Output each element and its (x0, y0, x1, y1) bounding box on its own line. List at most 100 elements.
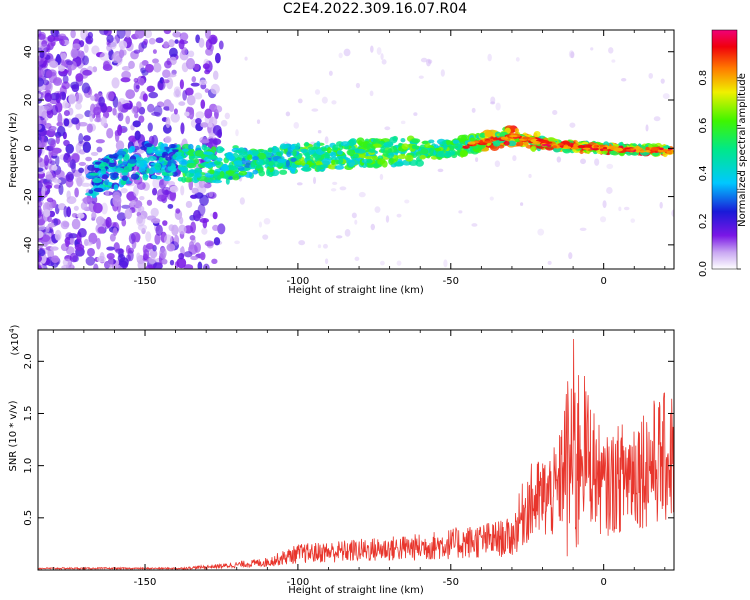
spectrogram-cell (285, 159, 290, 167)
spectrogram-cell (389, 136, 398, 144)
spectrogram-cell (371, 155, 378, 161)
spectrogram-cell (74, 92, 83, 104)
spectrogram-cell (377, 159, 384, 165)
spectrogram-cell (369, 90, 374, 97)
spectrogram-cell (53, 218, 59, 226)
colorbar-tick-label: 0.2 (698, 213, 709, 229)
spectrogram-cell (389, 145, 398, 153)
spectrogram-cell (178, 39, 185, 50)
snr-y-axis: 0.5 1.0 1.5 2.0 (23, 353, 674, 526)
spectrogram-cell (152, 177, 161, 189)
spectrogram-cell (212, 138, 222, 145)
spectrogram-cell (38, 33, 46, 40)
spectrogram-cell (175, 208, 181, 214)
spectrogram-cell (214, 105, 223, 113)
spectrogram-cell (492, 140, 501, 147)
spectrogram-cell (45, 70, 53, 79)
snr-x-tick-label: 0 (600, 577, 606, 588)
spectrogram-cell (459, 150, 469, 158)
spectrogram-cell (413, 112, 418, 116)
spectrogram-cell (133, 81, 140, 93)
spectrogram-cell (552, 145, 557, 149)
spectrogram-cell (173, 86, 181, 95)
spectrogram-cell (436, 150, 446, 158)
spectrogram-cell (54, 229, 62, 241)
spectrogram-cell (372, 143, 382, 148)
spectrogram-cell (397, 154, 407, 160)
spectrogram-cell (178, 224, 187, 235)
spectrogram-cell (92, 202, 103, 214)
spectrogram-cell (634, 145, 640, 150)
spectrogram-cell (396, 213, 402, 218)
spectrogram-cell (171, 171, 178, 177)
spectrogram-cell (113, 184, 119, 191)
spectrogram-cell (215, 146, 224, 154)
spectrogram-cell (458, 210, 463, 214)
spectrogram-cell (193, 158, 200, 165)
spectrogram-cell (175, 155, 184, 162)
spectrogram-cell (163, 106, 171, 111)
spectrogram-y-tick-label: -20 (23, 188, 34, 204)
spectrogram-cell (339, 186, 347, 191)
spectrogram-cell (500, 136, 509, 140)
spectrogram-cell (71, 218, 81, 230)
spectrogram-cell (613, 147, 623, 152)
spectrogram-cell (195, 111, 205, 120)
spectrogram-cell (165, 116, 171, 129)
spectrogram-cell (85, 256, 96, 266)
spectrogram-cell (475, 157, 479, 162)
spectrogram-cell (200, 139, 210, 144)
spectrogram-cell (127, 158, 138, 164)
spectrogram-cell (147, 103, 155, 113)
colorbar-tick-label: 0.8 (698, 70, 709, 86)
spectrogram-cell (315, 165, 321, 172)
spectrogram-cell (38, 167, 44, 172)
spectrogram-cell (252, 169, 259, 175)
spectrogram-y-tick-label: 20 (23, 94, 34, 107)
snr-panel: -150 -100 -50 0 0.5 1.0 1.5 2.0 Height of stra… (8, 324, 675, 596)
spectrogram-cell (324, 258, 329, 265)
snr-y-tick-label: 0.5 (23, 510, 34, 526)
spectrogram-cell (69, 236, 75, 246)
spectrogram-cell (354, 219, 358, 225)
spectrogram-cell (87, 164, 97, 171)
chart-title: C2E4.2022.309.16.07.R04 (282, 1, 468, 17)
spectrogram-cell (552, 110, 558, 116)
spectrogram-cell (676, 81, 680, 86)
spectrogram-cell (162, 220, 168, 226)
spectrogram-cell (330, 151, 337, 158)
spectrogram-cell (127, 147, 133, 154)
spectrogram-cell (117, 112, 124, 122)
spectrogram-cell (415, 151, 422, 157)
spectrogram-y-tick-label: -40 (23, 237, 34, 253)
spectrogram-cell (51, 255, 60, 264)
spectrogram-cell (115, 167, 125, 173)
spectrogram-cell (324, 136, 329, 144)
spectrogram-cell (241, 157, 246, 165)
spectrogram-cell (144, 174, 149, 178)
spectrogram-cell (81, 182, 91, 187)
spectrogram-cell (296, 154, 303, 160)
spectrogram-cell (204, 163, 213, 169)
spectrogram-cell (330, 188, 337, 192)
spectrogram-cell (163, 41, 169, 49)
spectrogram-cell (267, 147, 273, 153)
colorbar: 0.0 0.2 0.4 0.6 0.8 Normalized spectral ampl… (698, 29, 748, 277)
spectrogram-cell (61, 81, 70, 90)
spectrogram-cell (257, 152, 267, 160)
spectrogram-cell (195, 117, 202, 125)
spectrogram-cell (484, 130, 494, 138)
spectrogram-cell (63, 139, 70, 147)
spectrogram-cell (137, 224, 148, 231)
spectrogram-cell (424, 143, 432, 149)
spectrogram-cell (112, 172, 119, 179)
spectrogram-cell (512, 155, 517, 162)
spectrogram-cell (128, 233, 136, 244)
spectrogram-cell (462, 145, 470, 149)
spectrogram-cell (452, 139, 460, 144)
spectrogram-cell (38, 264, 42, 269)
spectrogram-cell (393, 161, 404, 167)
spectrogram-x-tick-label: -150 (134, 276, 157, 287)
spectrogram-cell (368, 148, 376, 153)
spectrogram-cell (137, 205, 145, 213)
